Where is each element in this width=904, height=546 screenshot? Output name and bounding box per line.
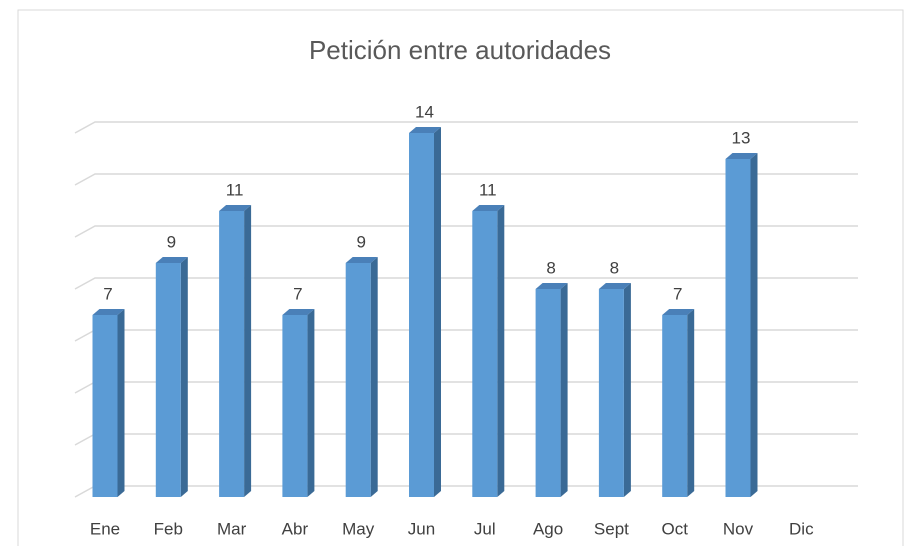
data-label: 7 <box>103 284 112 303</box>
bar-front <box>282 315 308 497</box>
bar-top <box>725 153 758 159</box>
x-tick-label: Abr <box>282 519 309 538</box>
bar-side <box>750 153 758 497</box>
bar-side <box>180 257 188 497</box>
bar-front <box>725 159 751 497</box>
data-label: 11 <box>479 180 497 199</box>
bar-front <box>92 315 118 497</box>
bar-top <box>662 309 695 315</box>
bar <box>92 309 125 497</box>
bar-front <box>409 133 434 497</box>
x-tick-label: Nov <box>723 519 754 538</box>
bar-side <box>560 283 568 497</box>
bar-top <box>219 205 252 211</box>
bar <box>282 309 315 497</box>
bar-top <box>155 257 188 263</box>
bar-side <box>623 283 631 497</box>
bar <box>535 283 568 497</box>
bar <box>345 257 378 497</box>
x-tick-label: Feb <box>154 519 183 538</box>
x-tick-label: Oct <box>661 519 688 538</box>
data-label: 11 <box>226 180 244 199</box>
bar <box>472 205 505 497</box>
x-tick-label: Ago <box>533 519 563 538</box>
bar-side <box>687 309 695 497</box>
data-label: 13 <box>732 128 751 147</box>
bar-top <box>282 309 315 315</box>
bar-side <box>370 257 378 497</box>
bar-side <box>244 205 252 497</box>
bar-top <box>345 257 378 263</box>
bar <box>725 153 758 497</box>
x-tick-label: Dic <box>789 519 814 538</box>
x-tick-label: Jul <box>474 519 496 538</box>
bar <box>409 127 441 497</box>
x-tick-label: Mar <box>217 519 247 538</box>
bar-front <box>155 263 181 497</box>
grid-line <box>74 277 858 290</box>
bar <box>219 205 252 497</box>
grid-line <box>74 225 858 238</box>
bar-front <box>662 315 688 497</box>
grid-line <box>74 173 858 186</box>
bar-side <box>497 205 505 497</box>
x-tick-label: Sept <box>594 519 629 538</box>
bar-side <box>307 309 315 497</box>
data-label: 7 <box>673 284 682 303</box>
bar-front <box>472 211 498 497</box>
data-label: 14 <box>415 102 434 121</box>
x-tick-label: Ene <box>90 519 120 538</box>
bar-top <box>92 309 125 315</box>
x-tick-label: May <box>342 519 375 538</box>
grid-line <box>74 121 858 134</box>
bar-front <box>535 289 561 497</box>
bar-front <box>345 263 371 497</box>
bar-front <box>598 289 624 497</box>
bar-side <box>117 309 125 497</box>
bar <box>155 257 188 497</box>
bar <box>662 309 695 497</box>
bar-top <box>409 127 441 133</box>
bar-side <box>434 127 441 497</box>
bar-front <box>219 211 245 497</box>
bar-top <box>598 283 631 289</box>
data-label: 9 <box>167 232 176 251</box>
data-label: 8 <box>546 258 555 277</box>
bar-top <box>535 283 568 289</box>
bar <box>598 283 631 497</box>
chart-title: Petición entre autoridades <box>309 35 611 65</box>
data-label: 9 <box>356 232 365 251</box>
data-label: 7 <box>293 284 302 303</box>
bar-top <box>472 205 505 211</box>
x-tick-label: Jun <box>408 519 435 538</box>
data-label: 8 <box>610 258 619 277</box>
